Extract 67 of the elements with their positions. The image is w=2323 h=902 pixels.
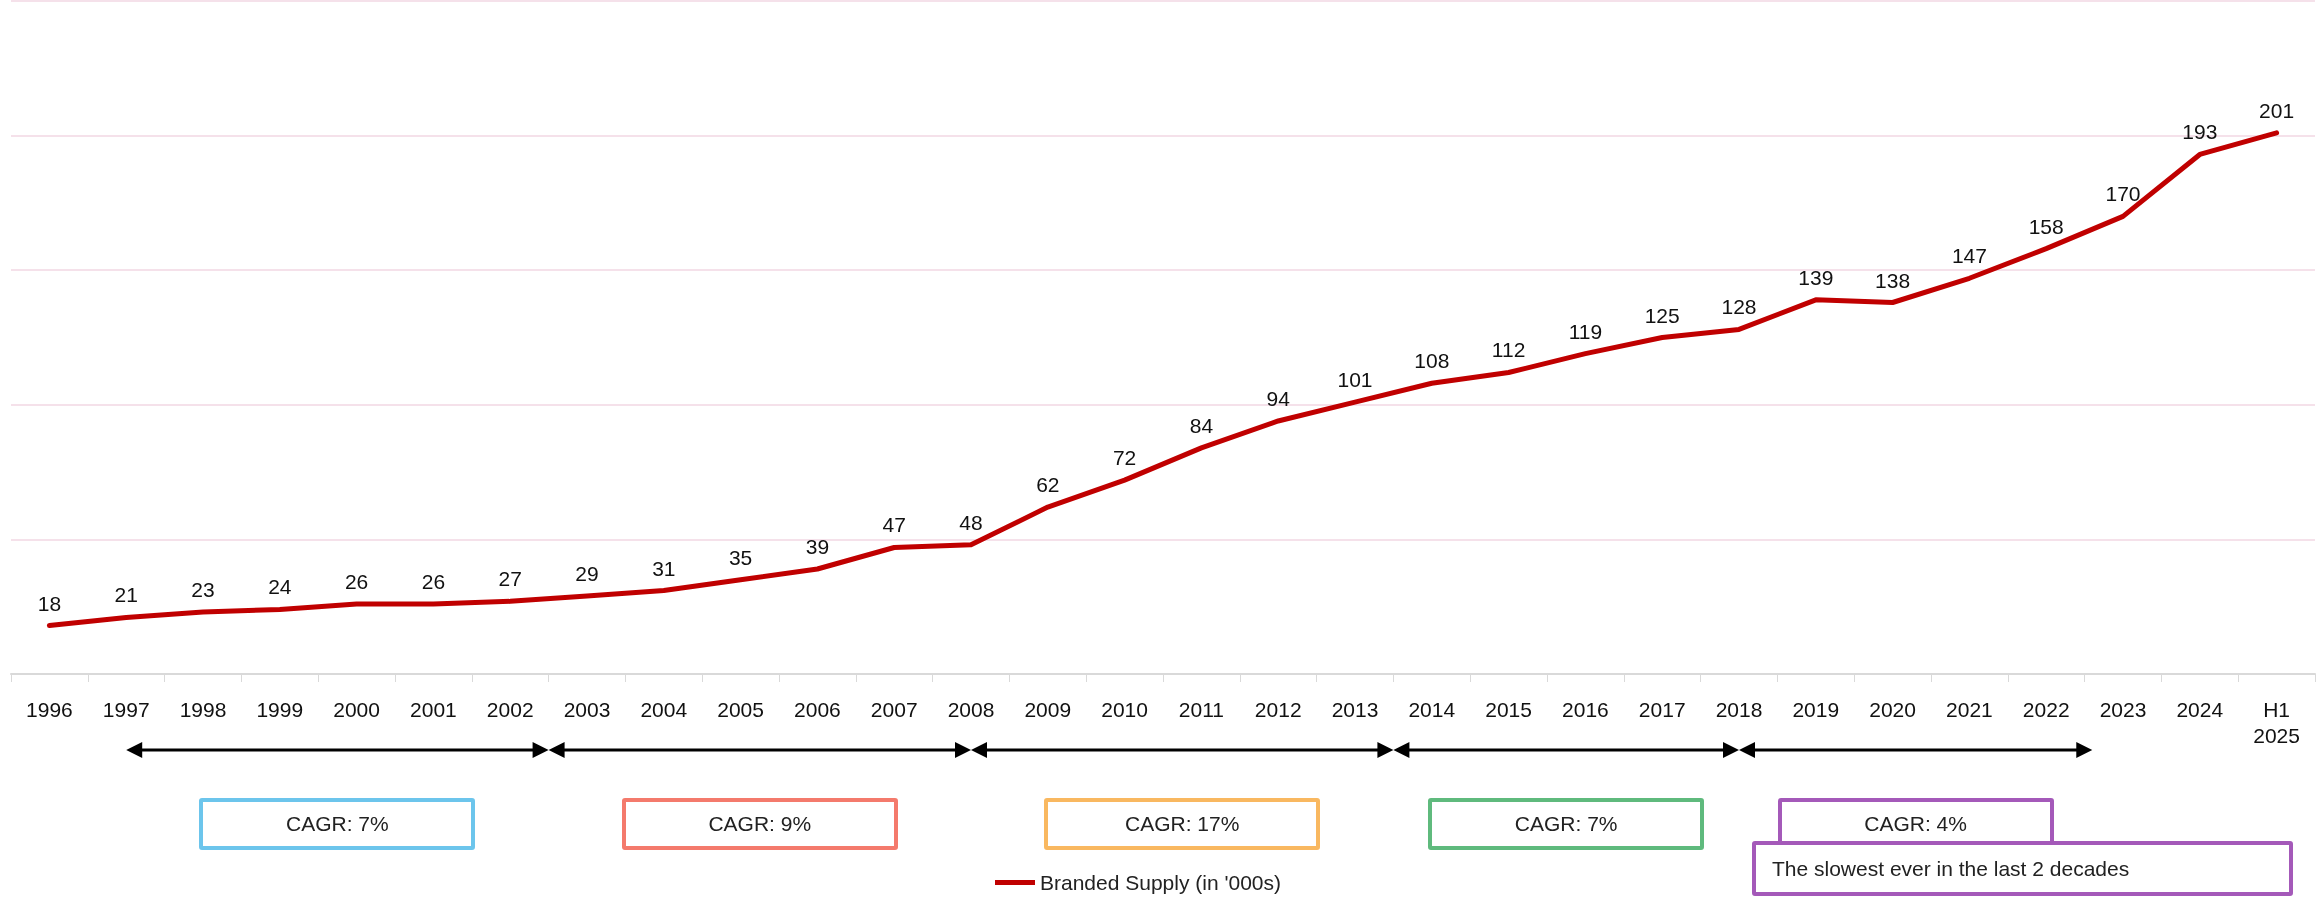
x-tick-label: 2002 [486,697,534,721]
text: CAGR: 7% [199,798,476,850]
data-label: 26 [421,570,446,594]
data-label: 84 [1189,413,1214,437]
x-tick-label: 1999 [256,697,304,721]
x-tick-label: 2000 [333,697,380,721]
data-label: 119 [1568,319,1603,343]
text: The slowest ever in the last 2 decades [1752,841,2293,896]
data-label: 128 [1721,295,1757,319]
data-label: 31 [652,556,676,580]
data-label: 26 [344,570,369,594]
text: CAGR: 7% [1428,798,1705,850]
data-label: 39 [805,535,830,559]
data-label: 112 [1491,338,1526,362]
x-tick-label: 2012 [1254,697,1302,721]
x-tick-label: 2024 [2176,697,2224,721]
x-tick-label: 2017 [1638,697,1686,721]
data-label: 29 [575,561,599,585]
text: CAGR: 4% [1777,798,2054,850]
x-tick-label: H1 2025 [2253,697,2300,747]
x-tick-label: 1998 [179,697,227,721]
data-label: 21 [114,583,138,607]
x-tick-label: 2014 [1408,697,1456,721]
x-tick-label: 1997 [102,697,150,721]
data-label: 193 [2182,120,2218,144]
data-label: 27 [498,567,522,591]
x-tick-label: 2016 [1562,697,1609,721]
x-tick-label: 2020 [1869,697,1916,721]
x-tick-label: 2001 [410,697,457,721]
x-tick-label: 2003 [563,697,611,721]
data-label: 94 [1266,386,1291,410]
x-tick-label: 2004 [640,697,688,721]
legend-label: Branded Supply (in '000s) [1040,871,1281,894]
data-label: 170 [2105,182,2141,206]
data-label: 147 [1951,244,1987,268]
x-tick-label: 2005 [717,697,764,721]
x-tick-label: 2021 [1946,697,1993,721]
data-label: 72 [1112,446,1137,470]
data-label: 18 [37,591,62,615]
x-tick-label: 1996 [26,697,73,721]
data-label: 158 [2028,214,2064,238]
data-label: 47 [882,513,906,537]
x-tick-label: 2013 [1331,697,1379,721]
x-tick-label: 2010 [1101,697,1148,721]
x-tick-label: 2008 [947,697,995,721]
data-label: 23 [191,578,215,602]
data-label: 201 [2259,98,2295,122]
data-label: 35 [728,545,753,569]
x-tick-label: 2023 [2099,697,2147,721]
x-tick-label: 2019 [1792,697,1840,721]
text: CAGR: 17% [1044,798,1321,850]
data-label: 125 [1644,303,1680,327]
data-label: 139 [1798,265,1834,289]
data-label: 108 [1414,349,1450,373]
x-tick-label: 2018 [1715,697,1763,721]
x-tick-label: 2006 [794,697,841,721]
data-label: 48 [959,510,983,534]
x-tick-label: 2011 [1178,697,1224,721]
data-label: 138 [1875,268,1911,292]
x-tick-label: 2015 [1485,697,1532,721]
text: CAGR: 9% [621,798,898,850]
x-tick-label: 2007 [870,697,918,721]
x-tick-label: 2022 [2022,697,2070,721]
x-tick-label: 2009 [1024,697,1072,721]
data-label: 24 [268,575,292,599]
data-label: 101 [1337,368,1373,392]
data-label: 62 [1036,473,1060,497]
